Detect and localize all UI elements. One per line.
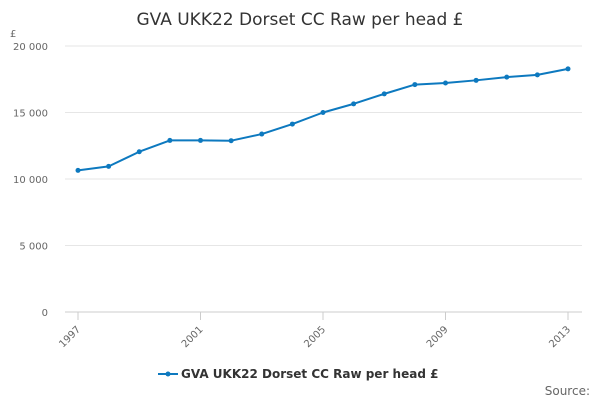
data-point[interactable] — [473, 77, 479, 83]
data-point[interactable] — [289, 121, 295, 127]
y-tick-label: 5 000 — [19, 242, 48, 253]
data-point[interactable] — [381, 91, 387, 97]
y-axis-unit: £ — [10, 29, 16, 40]
data-point[interactable] — [167, 137, 173, 143]
legend[interactable]: GVA UKK22 Dorset CC Raw per head £ — [158, 367, 438, 381]
chart-title: GVA UKK22 Dorset CC Raw per head £ — [136, 10, 463, 30]
x-tick-label: 2001 — [180, 324, 206, 350]
x-tick-label: 2005 — [302, 324, 328, 350]
data-point[interactable] — [412, 82, 418, 88]
data-point[interactable] — [504, 74, 510, 80]
data-point[interactable] — [443, 80, 448, 86]
gridlines — [65, 45, 582, 246]
data-point[interactable] — [75, 167, 81, 173]
x-tick-label: 2013 — [547, 324, 573, 350]
data-point[interactable] — [106, 163, 112, 169]
data-point[interactable] — [259, 131, 265, 137]
x-tick-label: 2009 — [425, 324, 451, 350]
legend-marker — [165, 371, 171, 377]
x-tick-label: 1997 — [57, 324, 83, 350]
y-axis-ticks: 0 5 000 10 000 15 000 20 000 — [13, 42, 48, 319]
data-point[interactable] — [198, 137, 203, 143]
data-point[interactable] — [228, 138, 234, 144]
y-tick-label: 15 000 — [13, 109, 48, 120]
y-tick-label: 10 000 — [13, 175, 48, 186]
y-tick-label: 20 000 — [13, 42, 48, 53]
data-point[interactable] — [136, 149, 142, 155]
series-layer — [75, 66, 571, 173]
series-line[interactable] — [77, 67, 569, 172]
source-label: Source: — [545, 384, 590, 398]
data-point[interactable] — [565, 66, 571, 72]
legend-label: GVA UKK22 Dorset CC Raw per head £ — [181, 367, 438, 381]
x-axis: 1997 2001 2005 2009 2013 — [57, 311, 582, 350]
data-point[interactable] — [351, 101, 357, 107]
y-tick-label: 0 — [42, 308, 48, 319]
data-point[interactable] — [320, 110, 326, 115]
data-point[interactable] — [534, 72, 540, 78]
